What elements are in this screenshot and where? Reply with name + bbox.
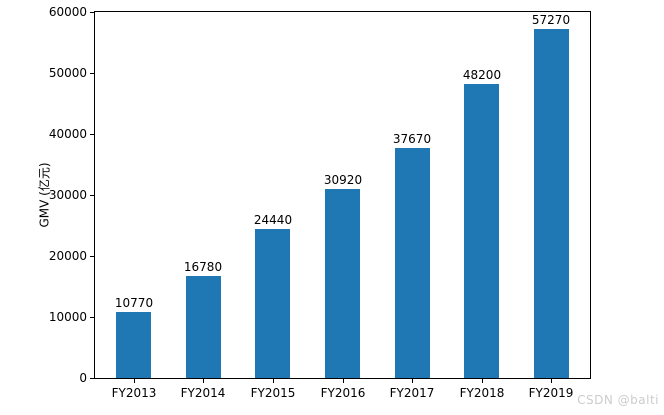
- x-tick-label: FY2015: [250, 386, 296, 400]
- y-tick-label: 30000: [48, 188, 87, 202]
- x-tick-mark: [134, 379, 135, 383]
- bar-value-label: 10770: [114, 296, 154, 310]
- x-tick-mark: [482, 379, 483, 383]
- x-tick-label: FY2013: [111, 386, 157, 400]
- x-tick-mark: [551, 379, 552, 383]
- y-tick-label: 50000: [48, 66, 87, 80]
- y-tick-mark: [90, 378, 94, 379]
- bar-value-label: 57270: [531, 13, 571, 27]
- x-tick-mark: [412, 379, 413, 383]
- y-tick-mark: [90, 256, 94, 257]
- bar: [186, 276, 221, 378]
- y-tick-label: 60000: [48, 5, 87, 19]
- bar: [255, 229, 290, 378]
- x-tick-label: FY2018: [459, 386, 505, 400]
- y-tick-label: 40000: [48, 127, 87, 141]
- x-tick-label: FY2019: [528, 386, 574, 400]
- x-tick-mark: [203, 379, 204, 383]
- bar: [325, 189, 360, 378]
- bar-value-label: 48200: [462, 68, 502, 82]
- y-tick-label: 20000: [48, 249, 87, 263]
- x-tick-label: FY2014: [180, 386, 226, 400]
- y-tick-mark: [90, 195, 94, 196]
- bar: [395, 148, 430, 378]
- y-tick-mark: [90, 317, 94, 318]
- y-tick-label: 0: [79, 371, 87, 385]
- plot-area: 10770 16780 24440 30920 37670 48200 57270: [94, 11, 591, 379]
- bar-value-label: 30920: [323, 173, 363, 187]
- watermark: CSDN @balti: [577, 393, 659, 407]
- x-tick-label: FY2017: [389, 386, 435, 400]
- bar: [534, 29, 569, 378]
- x-tick-mark: [343, 379, 344, 383]
- bar-value-label: 37670: [392, 132, 432, 146]
- y-tick-mark: [90, 73, 94, 74]
- y-tick-label: 10000: [48, 310, 87, 324]
- y-tick-mark: [90, 134, 94, 135]
- bar-value-label: 16780: [183, 260, 223, 274]
- x-tick-mark: [273, 379, 274, 383]
- x-tick-label: FY2016: [320, 386, 366, 400]
- bar-value-label: 24440: [253, 213, 293, 227]
- bar: [464, 84, 499, 378]
- y-tick-mark: [90, 12, 94, 13]
- bar: [116, 312, 151, 378]
